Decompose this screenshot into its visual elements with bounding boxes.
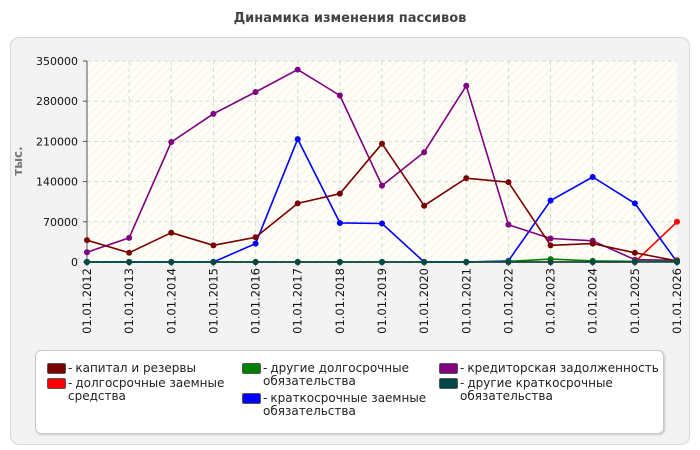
x-tick-label: 01.01.2021	[459, 268, 473, 334]
legend: - капитал и резервы - долгосрочные заемные…	[35, 350, 664, 434]
data-point	[379, 259, 385, 265]
legend-label: долгосрочные заемные средства	[68, 376, 225, 403]
data-point	[210, 259, 217, 265]
data-point	[252, 259, 259, 265]
x-tick-label: 01.01.2012	[80, 268, 94, 334]
y-tick-label: 210000	[36, 135, 78, 148]
y-tick-label: 70000	[43, 216, 78, 229]
legend-label: капитал и резервы	[75, 361, 196, 375]
data-point	[547, 259, 554, 265]
data-point	[547, 197, 554, 204]
y-tick-label: 350000	[36, 55, 78, 68]
data-point	[252, 234, 259, 241]
data-point	[168, 138, 175, 145]
y-tick-label: 0	[71, 256, 78, 269]
data-point	[294, 66, 301, 73]
legend-swatch	[439, 363, 458, 374]
data-point	[210, 110, 217, 117]
x-tick-label: 01.01.2022	[501, 268, 515, 334]
data-point	[421, 202, 428, 209]
data-point	[463, 259, 470, 265]
data-point	[336, 259, 343, 265]
data-point	[84, 237, 90, 244]
data-point	[631, 200, 638, 207]
data-point	[168, 229, 175, 236]
data-point	[379, 220, 385, 227]
data-point	[336, 219, 343, 226]
x-tick-label: 01.01.2018	[333, 268, 347, 334]
x-tick-label: 01.01.2024	[586, 268, 600, 334]
data-point	[631, 259, 638, 265]
legend-swatch	[242, 393, 261, 404]
data-point	[294, 259, 301, 265]
data-point	[631, 249, 638, 256]
data-point	[505, 259, 512, 265]
data-point	[252, 89, 259, 96]
data-point	[168, 259, 175, 265]
data-point	[84, 249, 90, 256]
data-point	[547, 242, 554, 249]
data-point	[674, 218, 680, 225]
x-tick-label: 01.01.2023	[544, 268, 558, 334]
data-point	[379, 182, 385, 189]
legend-swatch	[439, 378, 458, 389]
data-point	[505, 221, 512, 228]
data-point	[379, 140, 385, 147]
x-tick-label: 01.01.2015	[206, 268, 220, 334]
data-point	[84, 259, 90, 265]
data-point	[589, 174, 596, 181]
x-tick-label: 01.01.2019	[375, 268, 389, 334]
data-point	[589, 259, 596, 265]
x-tick-label: 01.01.2020	[417, 268, 431, 334]
data-point	[589, 240, 596, 247]
data-point	[126, 249, 133, 256]
x-tick-label: 01.01.2026	[670, 268, 684, 334]
legend-label: другие долгосрочные обязательства	[263, 361, 409, 388]
data-point	[505, 179, 512, 186]
data-point	[463, 175, 470, 182]
data-point	[421, 149, 428, 156]
data-point	[421, 259, 428, 265]
x-tick-label: 01.01.2014	[164, 268, 178, 334]
data-point	[294, 200, 301, 207]
y-axis-label: тыс.	[11, 146, 25, 175]
chart-title: Динамика изменения пассивов	[233, 11, 467, 26]
data-point	[252, 240, 259, 247]
y-tick-label: 140000	[36, 176, 78, 189]
data-point	[336, 92, 343, 99]
legend-label: кредиторская задолженность	[467, 361, 659, 375]
data-point	[126, 234, 133, 241]
data-point	[336, 190, 343, 197]
legend-label: другие краткосрочные обязательства	[460, 376, 613, 403]
x-tick-label: 01.01.2017	[291, 268, 305, 334]
x-tick-label: 01.01.2013	[122, 268, 136, 334]
data-point	[294, 136, 301, 143]
y-tick-label: 280000	[36, 95, 78, 108]
legend-swatch	[47, 363, 66, 374]
legend-label: краткосрочные заемные обязательства	[263, 391, 427, 418]
data-point	[210, 242, 217, 249]
legend-swatch	[242, 363, 261, 374]
x-tick-label: 01.01.2025	[628, 268, 642, 334]
data-point	[463, 82, 470, 89]
x-tick-label: 01.01.2016	[249, 268, 263, 334]
data-point	[126, 259, 133, 265]
data-point	[674, 259, 680, 265]
legend-swatch	[47, 378, 66, 389]
data-point	[547, 235, 554, 242]
